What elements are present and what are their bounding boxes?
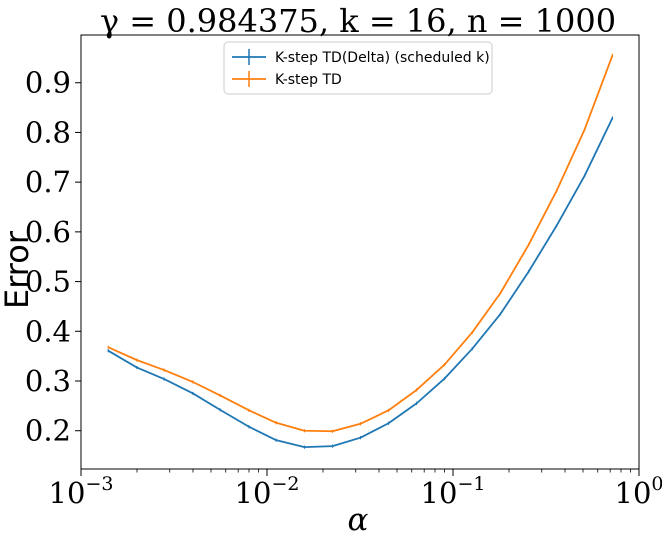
y-tick-label: 0.5: [25, 265, 71, 299]
x-tick-base: 10: [235, 476, 272, 510]
y-tick-label: 0.4: [25, 314, 71, 348]
x-axis-label: α: [348, 502, 369, 538]
x-tick-base: 10: [421, 476, 458, 510]
x-tick-exponent: −3: [85, 473, 113, 495]
x-tick-label: 100: [615, 473, 662, 510]
chart-title: γ = 0.984375, k = 16, n = 1000: [100, 2, 616, 40]
y-tick-label: 0.2: [25, 414, 71, 448]
y-axis-label: Error: [0, 230, 36, 309]
y-tick-label: 0.7: [25, 165, 71, 199]
legend: K-step TD(Delta) (scheduled k) K-step TD: [223, 41, 493, 95]
y-tick-label: 0.6: [25, 215, 71, 249]
legend-label: K-step TD(Delta) (scheduled k): [275, 50, 490, 66]
plot-layer: [107, 53, 614, 449]
legend-label: K-step TD: [275, 72, 342, 88]
x-tick-base: 10: [49, 476, 86, 510]
x-tick-exponent: 0: [651, 473, 662, 495]
x-tick-label: 10−2: [235, 473, 300, 510]
x-tick-base: 10: [615, 476, 652, 510]
axis-layer: 0.20.30.40.50.60.70.80.910−3 10−2 10−1 100: [25, 34, 662, 510]
x-tick-label: 10−3: [49, 473, 114, 510]
text-layer: γ = 0.984375, k = 16, n = 1000 α Error: [0, 2, 616, 538]
x-tick-label: 10−1: [421, 473, 486, 510]
y-tick-label: 0.8: [25, 115, 71, 149]
legend-box: [223, 41, 493, 95]
y-tick-label: 0.3: [25, 364, 71, 398]
x-tick-exponent: −2: [271, 473, 299, 495]
plot-frame: [80, 34, 640, 470]
y-tick-label: 0.9: [25, 66, 71, 100]
x-tick-exponent: −1: [457, 473, 485, 495]
